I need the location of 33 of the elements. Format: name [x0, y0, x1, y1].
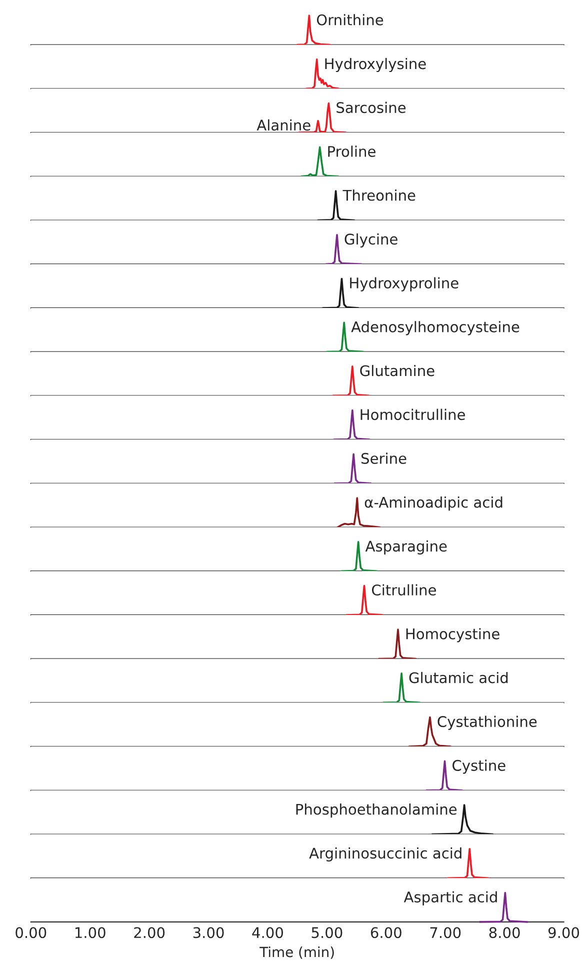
x-tick-label: 0.00 [16, 927, 46, 938]
annotation: Adenosylhomocysteine [351, 321, 520, 336]
annotation: Sarcosine [336, 102, 406, 114]
annotation: Cystathionine [438, 716, 537, 730]
x-tick-label: 3.00 [193, 927, 224, 938]
annotation: Alanine [256, 119, 310, 131]
annotation: Glutamic acid [409, 672, 508, 684]
annotation: Citrulline [372, 584, 436, 596]
annotation: Threonine [342, 190, 416, 201]
annotation: Homocystine [406, 628, 500, 642]
annotation: Hydroxyproline [350, 277, 458, 292]
annotation: Aspartic acid [404, 891, 497, 906]
x-tick-label: 5.00 [312, 927, 342, 938]
annotation: Homocitrulline [360, 408, 465, 420]
annotation: Proline [328, 146, 376, 157]
annotation: Serine [361, 452, 406, 464]
annotation: Glycine [344, 233, 398, 248]
x-axis-title: Time (min) [260, 946, 334, 959]
x-tick-label: 7.00 [430, 927, 461, 938]
annotation: Cystine [452, 760, 506, 774]
x-tick-label: 8.00 [489, 927, 520, 938]
annotation: Asparagine [365, 540, 447, 554]
x-tick-label: 6.00 [370, 927, 402, 938]
x-tick-label: 2.00 [134, 927, 165, 938]
annotation: Glutamine [360, 364, 434, 376]
annotation: Ornithine [316, 14, 384, 26]
annotation: Phosphoethanolamine [296, 804, 457, 818]
annotation: α-Aminoadipic acid [364, 496, 502, 511]
annotation: Hydroxylysine [325, 58, 426, 72]
annotation: Argininosuccinic acid [309, 847, 462, 862]
x-tick-label: 4.00 [252, 927, 283, 938]
x-tick-label: 9.00 [548, 927, 580, 938]
x-tick-label: 1.00 [75, 927, 106, 938]
